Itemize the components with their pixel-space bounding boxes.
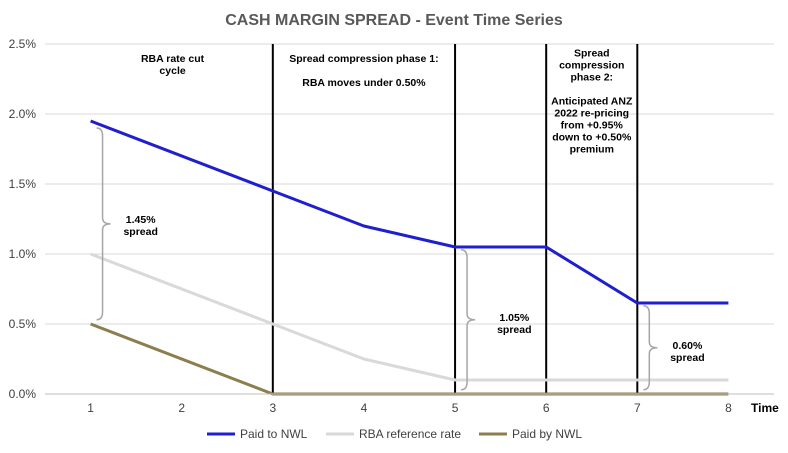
spread-label: 1.05% <box>499 312 529 324</box>
spread-label: spread <box>670 352 704 364</box>
y-tick-label: 0.5% <box>9 317 37 331</box>
x-tick-label: 4 <box>361 401 368 415</box>
annotation-text: from +0.95% <box>561 120 624 132</box>
y-tick-label: 1.5% <box>9 177 37 191</box>
annotation-text: RBA moves under 0.50% <box>302 77 426 89</box>
annotation-text: cycle <box>159 65 185 77</box>
legend: Paid to NWL RBA reference rate Paid by NWL <box>207 427 582 441</box>
x-tick-label: 8 <box>725 401 732 415</box>
annotation-text: compression <box>559 60 624 72</box>
legend-label: Paid to NWL <box>240 427 308 441</box>
spread-label: 1.45% <box>126 214 156 226</box>
series-line-1 <box>90 252 729 382</box>
spread-label: spread <box>123 226 157 238</box>
series-line-2 <box>90 322 729 396</box>
x-axis-label: Time <box>751 401 779 415</box>
spread-label: 0.60% <box>673 340 703 352</box>
y-tick-label: 0.0% <box>9 387 37 401</box>
annotation-text: premium <box>570 144 614 156</box>
y-tick-label: 2.0% <box>9 107 37 121</box>
x-tick-label: 3 <box>269 401 276 415</box>
legend-label: Paid by NWL <box>512 427 582 441</box>
annotation-text: Anticipated ANZ <box>551 96 633 108</box>
series-line-0 <box>90 119 729 305</box>
x-tick-label: 6 <box>543 401 550 415</box>
spread-brace <box>96 127 111 321</box>
grid <box>45 43 774 325</box>
y-tick-label: 2.5% <box>9 37 37 51</box>
x-tick-label: 5 <box>452 401 459 415</box>
x-tick-label: 7 <box>634 401 641 415</box>
spread-brace <box>461 249 476 391</box>
legend-label: RBA reference rate <box>359 427 461 441</box>
spread-label: spread <box>497 324 531 336</box>
annotation-text: Spread <box>574 48 610 60</box>
chart-title: CASH MARGIN SPREAD - Event Time Series <box>225 12 563 29</box>
x-tick-label: 1 <box>87 401 94 415</box>
event-lines <box>271 44 639 394</box>
annotation-text: down to +0.50% <box>552 132 632 144</box>
x-tick-label: 2 <box>178 401 185 415</box>
axes: 0.0% 0.5% 1.0% 1.5% 2.0% 2.5% 1 2 3 4 5 6 7 8 <box>9 37 774 415</box>
spread-braces <box>96 127 658 391</box>
spread-brace <box>643 305 658 391</box>
annotation-text: phase 2: <box>570 72 613 84</box>
annotation-text: 2022 re-pricing <box>554 108 629 120</box>
annotation-text: RBA rate cut <box>141 53 205 65</box>
annotation-text: Spread compression phase 1: <box>289 53 438 65</box>
y-tick-label: 1.0% <box>9 247 37 261</box>
series-lines <box>90 119 729 396</box>
